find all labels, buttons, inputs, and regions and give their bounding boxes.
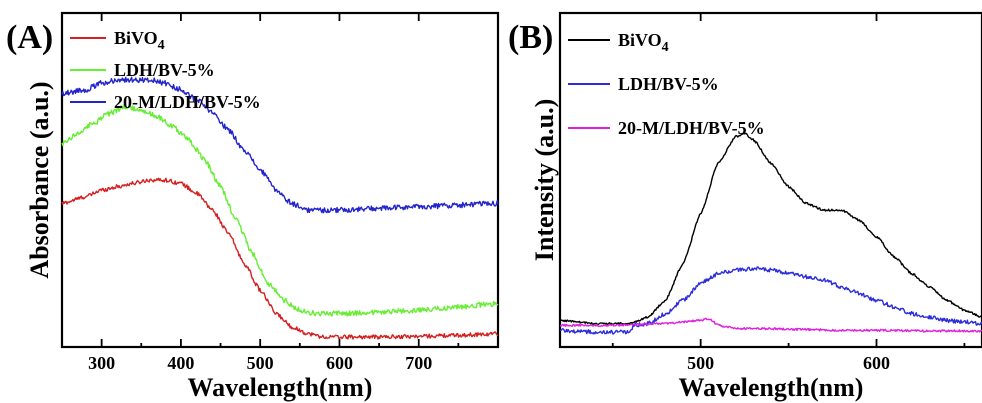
legend-label-subscript: 4	[158, 38, 165, 53]
legend-label: LDH/BV-5%	[114, 60, 215, 80]
x-tick-label: 400	[167, 353, 194, 373]
panel-a-x-ticks: 300 400 500 600 700	[61, 13, 460, 373]
panel-b-series-lines	[559, 132, 982, 335]
series-line-2	[559, 266, 982, 335]
x-tick-label: 600	[863, 353, 890, 373]
panel-b-legend: BiVO4 LDH/BV-5% 20-M/LDH/BV-5%	[568, 30, 765, 138]
panel-a-x-axis-title: Wavelength(nm)	[188, 373, 373, 402]
panel-a-legend: BiVO4 LDH/BV-5% 20-M/LDH/BV-5%	[70, 28, 261, 112]
legend-label-subscript: 4	[662, 40, 669, 55]
panel-b-x-ticks: 500 600	[611, 13, 966, 373]
legend-label: 20-M/LDH/BV-5%	[114, 92, 261, 112]
series-line-3	[559, 317, 982, 333]
legend-label-text: LDH/BV-5%	[618, 74, 719, 94]
legend-label: 20-M/LDH/BV-5%	[618, 118, 765, 138]
x-tick-label: 300	[88, 353, 115, 373]
legend-label: LDH/BV-5%	[618, 74, 719, 94]
panel-b-y-axis-title: Intensity (a.u.)	[530, 99, 559, 262]
legend-label-text: 20-M/LDH/BV-5%	[618, 118, 765, 138]
x-tick-label: 600	[326, 353, 353, 373]
series-line-2	[61, 103, 499, 317]
legend-label-text: 20-M/LDH/BV-5%	[114, 92, 261, 112]
legend-label-text: BiVO	[114, 28, 158, 48]
panel-a-plot-frame	[60, 11, 500, 349]
x-tick-label: 500	[247, 353, 274, 373]
series-line-1	[559, 132, 982, 326]
x-tick-label: 500	[687, 353, 714, 373]
panel-a-series-lines	[61, 76, 499, 340]
panel-b-label: (B)	[508, 19, 553, 56]
panel-b-plot-frame	[558, 11, 982, 349]
panel-a: (A) Wavelength(nm) Absorbance (a.u.) 300…	[6, 11, 500, 402]
series-line-1	[61, 177, 499, 340]
panel-a-label: (A)	[6, 19, 53, 56]
panel-b-x-axis-title: Wavelength(nm)	[679, 373, 864, 402]
x-tick-label: 700	[405, 353, 432, 373]
legend-label: BiVO4	[114, 28, 165, 53]
legend-label: BiVO4	[618, 30, 669, 55]
legend-label-text: BiVO	[618, 30, 662, 50]
panel-b: (B) Wavelength(nm) Intensity (a.u.) 500 6…	[508, 11, 982, 402]
panel-a-y-axis-title: Absorbance (a.u.)	[25, 81, 54, 278]
series-line-3	[61, 76, 499, 214]
legend-label-text: LDH/BV-5%	[114, 60, 215, 80]
